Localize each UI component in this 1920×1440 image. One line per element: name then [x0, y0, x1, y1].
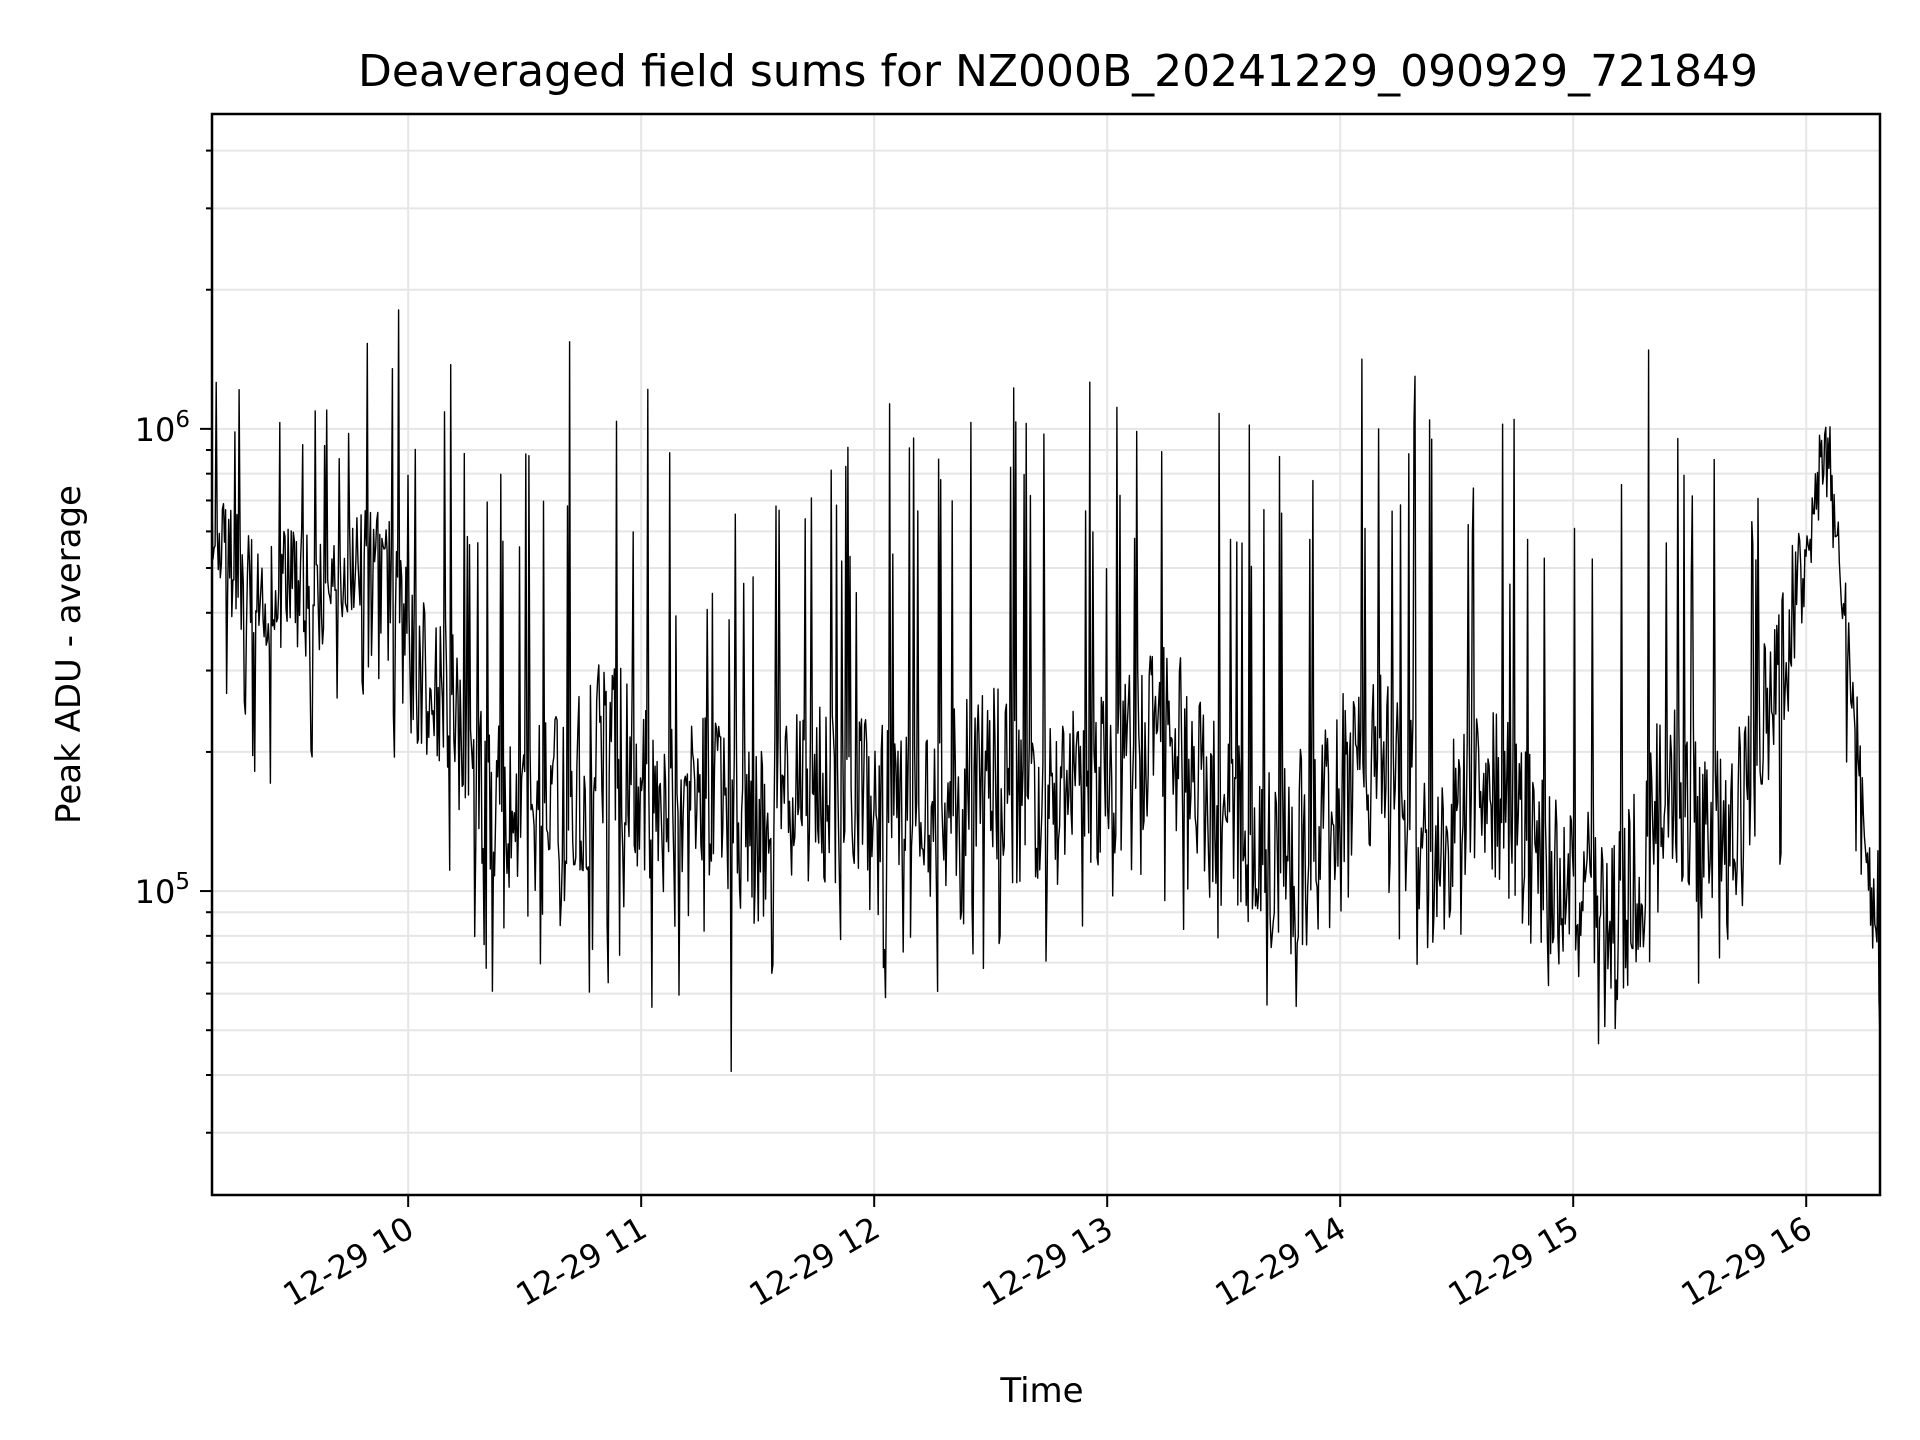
x-axis-label: Time [999, 1371, 1083, 1411]
y-tick-label: 106 [135, 407, 190, 449]
y-axis-label: Peak ADU - average [49, 485, 89, 824]
y-tick-label-base: 10 [135, 411, 176, 449]
chart-title: Deaveraged field sums for NZ000B_2024122… [358, 46, 1758, 97]
series-line [212, 309, 1880, 1073]
plot-frame [210, 112, 1882, 1197]
y-tick-label: 105 [135, 869, 190, 911]
series-group [212, 309, 1880, 1073]
y-tick-label-base: 10 [135, 873, 176, 911]
y-tick-label-exponent: 6 [175, 407, 190, 433]
grid [212, 114, 1880, 1195]
y-tick-label-exponent: 5 [175, 869, 190, 895]
